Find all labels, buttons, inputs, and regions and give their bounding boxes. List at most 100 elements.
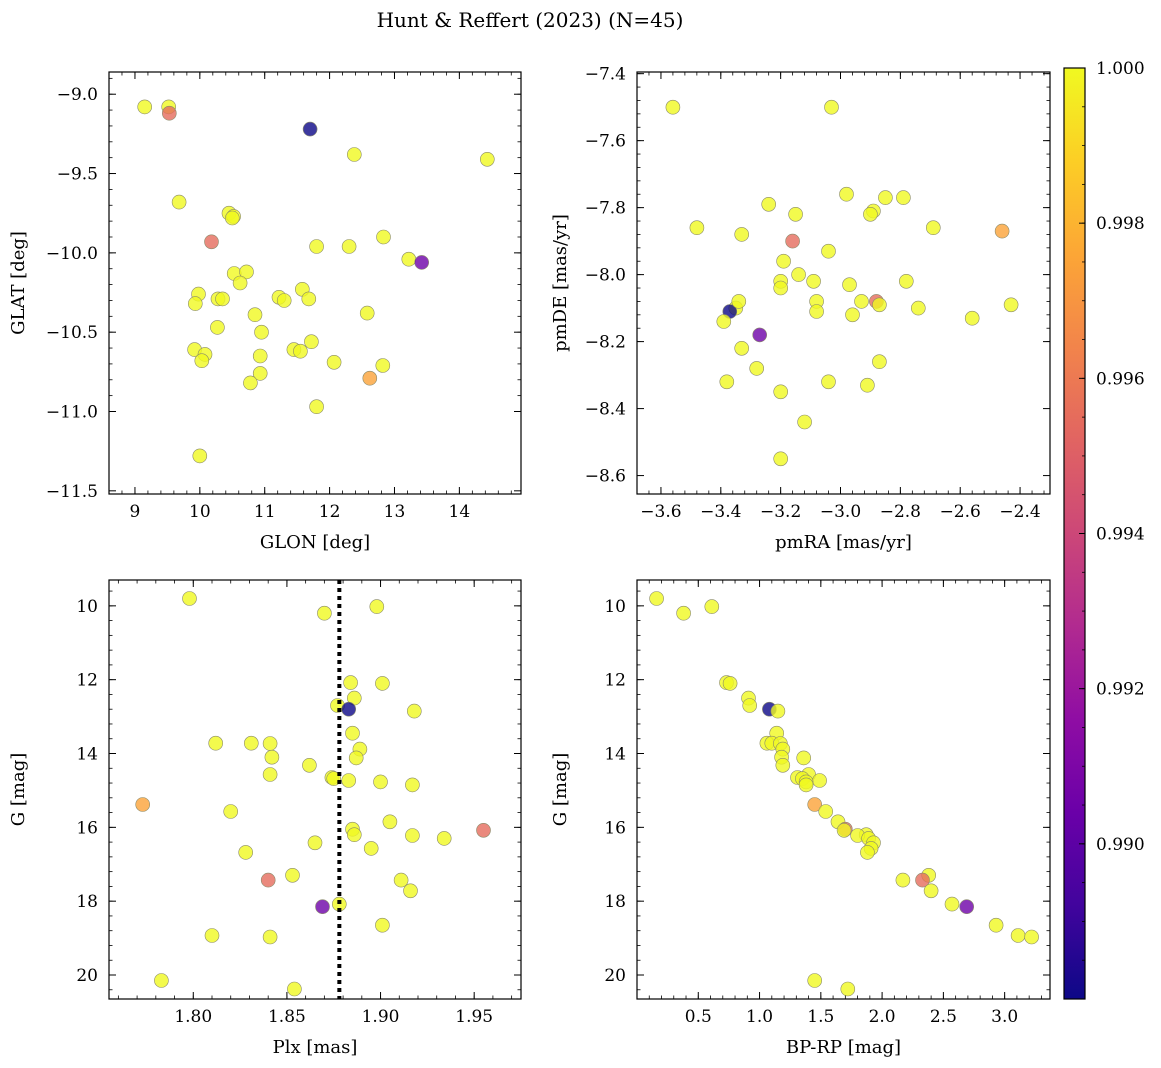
- data-point: [479, 152, 495, 167]
- data-point: [773, 384, 789, 400]
- data-point: [749, 361, 765, 376]
- x-tick-label: −2.4: [999, 502, 1040, 522]
- data-point: [375, 917, 390, 933]
- x-axis-label: BP-RP [mag]: [786, 1037, 901, 1058]
- data-point: [860, 845, 875, 860]
- data-point: [773, 280, 789, 296]
- data-point: [676, 605, 691, 621]
- data-point: [798, 777, 814, 793]
- data-point: [225, 210, 240, 226]
- x-tick-label: −2.8: [880, 502, 921, 522]
- data-point: [988, 917, 1004, 933]
- data-point: [716, 314, 732, 329]
- data-point: [285, 867, 300, 883]
- data-point: [807, 797, 823, 812]
- y-tick-label: −11.5: [46, 482, 98, 502]
- data-point: [925, 220, 941, 235]
- data-point: [375, 358, 391, 373]
- data-point: [854, 294, 869, 309]
- data-point: [369, 599, 385, 614]
- x-tick-label: 3.0: [991, 1007, 1018, 1027]
- x-tick-label: 1.80: [174, 1007, 212, 1027]
- data-point: [247, 307, 263, 323]
- data-point: [359, 305, 375, 321]
- data-point: [194, 353, 210, 369]
- data-point: [401, 251, 417, 267]
- y-axis-label: GLAT [deg]: [8, 231, 29, 335]
- data-point: [476, 822, 491, 838]
- data-point: [915, 872, 930, 888]
- data-point: [154, 973, 169, 988]
- data-point: [302, 121, 318, 137]
- y-tick-label: −7.4: [585, 65, 626, 85]
- data-point: [223, 804, 238, 819]
- data-point: [649, 591, 664, 606]
- colorbar-tick-label: 0.992: [1096, 680, 1145, 700]
- x-axis-label: GLON [deg]: [260, 532, 370, 553]
- data-point: [923, 883, 939, 899]
- data-point: [752, 327, 768, 343]
- data-point: [773, 451, 789, 467]
- data-point: [362, 370, 378, 386]
- y-tick-label: −11.0: [46, 403, 98, 423]
- data-point: [393, 872, 409, 888]
- x-tick-label: −3.2: [760, 502, 801, 522]
- data-point: [731, 294, 747, 309]
- data-point: [341, 773, 357, 788]
- scatter-points: [665, 99, 1019, 467]
- data-point: [204, 234, 219, 250]
- axes-frame: [636, 579, 1051, 1000]
- axes-frame: [108, 71, 522, 495]
- x-tick-label: −3.6: [640, 502, 681, 522]
- data-point: [376, 229, 391, 245]
- data-point: [824, 99, 839, 115]
- data-point: [964, 310, 980, 326]
- scatter-points: [135, 591, 491, 997]
- data-point: [232, 275, 248, 291]
- y-tick-label: 18: [604, 892, 626, 912]
- data-point: [895, 872, 911, 888]
- x-tick-label: 1.5: [807, 1007, 834, 1027]
- data-point: [276, 293, 292, 308]
- data-point: [665, 99, 681, 115]
- data-point: [264, 749, 280, 765]
- data-point: [785, 233, 800, 249]
- panel-4: 0.5 1.0 1.5 2.0 2.5 3.0 10 12 14 16 18 20 BP-RP [mag…: [550, 579, 1051, 1058]
- y-tick-label: 10: [604, 597, 626, 617]
- data-point: [436, 831, 452, 846]
- y-tick-label: 16: [76, 818, 98, 838]
- x-axis-label: pmRA [mas/yr]: [775, 532, 912, 553]
- x-tick-label: 1.85: [268, 1007, 306, 1027]
- data-point: [944, 896, 960, 912]
- panel-3: 1.80 1.85 1.90 1.95 10 12 14 16 18 20 Plx [mas] G […: [8, 579, 522, 1058]
- data-point: [959, 899, 975, 915]
- colorbar-tick-label: 0.990: [1096, 835, 1145, 855]
- data-point: [878, 190, 893, 205]
- data-point: [872, 297, 887, 313]
- y-axis-label: G [mag]: [8, 753, 29, 826]
- y-tick-label: −9.5: [57, 165, 98, 185]
- data-point: [341, 701, 357, 717]
- data-point: [812, 773, 827, 788]
- data-point: [791, 267, 806, 282]
- scatter-points: [137, 99, 495, 464]
- data-point: [839, 186, 854, 202]
- data-point: [135, 797, 150, 812]
- data-point: [719, 374, 735, 390]
- data-point: [863, 207, 878, 222]
- data-point: [309, 239, 324, 254]
- data-point: [734, 340, 750, 356]
- data-point: [775, 757, 791, 773]
- colorbar-gradient: [1064, 68, 1085, 999]
- data-point: [898, 273, 914, 289]
- data-point: [244, 735, 259, 751]
- x-tick-label: 1.90: [362, 1007, 400, 1027]
- data-point: [239, 264, 254, 280]
- axes-frame: [636, 71, 1051, 495]
- colorbar-tick-label: 0.998: [1096, 214, 1145, 234]
- data-point: [254, 324, 269, 340]
- data-point: [797, 414, 812, 430]
- data-point: [405, 777, 420, 793]
- data-point: [689, 220, 705, 235]
- data-point: [807, 973, 823, 988]
